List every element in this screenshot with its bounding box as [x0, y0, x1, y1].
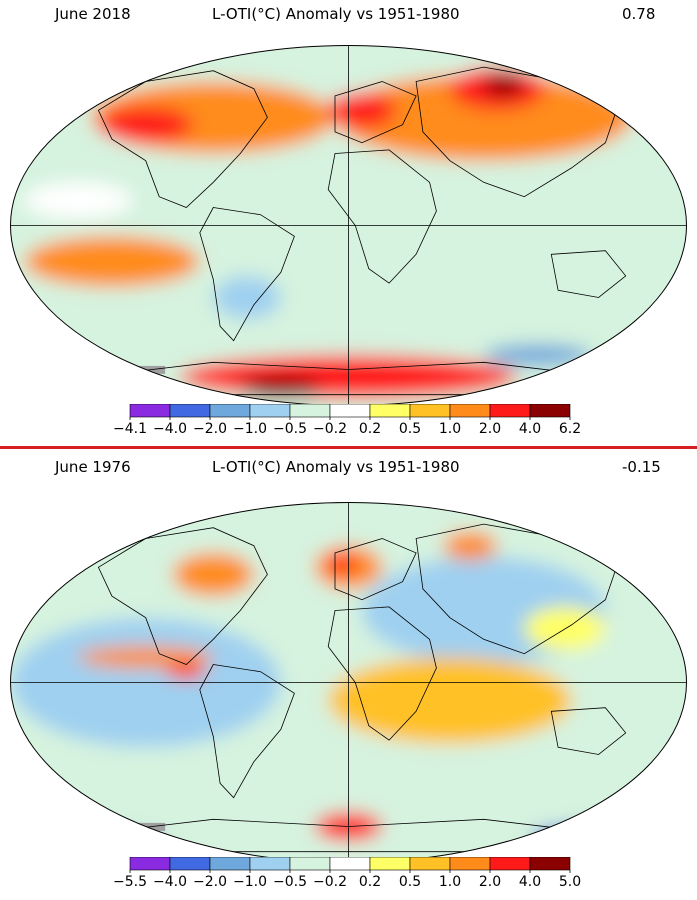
anomaly-region — [213, 275, 281, 320]
colorbar-swatch — [529, 857, 571, 871]
panel-date: June 2018 — [55, 5, 131, 23]
colorbar-tick-label: 4.0 — [519, 421, 541, 437]
colorbar-tick-label: −0.2 — [313, 874, 347, 890]
missing-data-region — [105, 822, 166, 831]
colorbar-tick-label: 6.2 — [559, 421, 581, 437]
colorbar-tick-label: 2.0 — [479, 421, 501, 437]
global-mean-anomaly: 0.78 — [622, 5, 656, 23]
colorbar-swatch — [169, 857, 211, 871]
anomaly-region — [443, 531, 498, 561]
colorbar-swatch — [209, 404, 251, 418]
colorbar-tick-label: −4.0 — [153, 874, 187, 890]
colorbar-swatch — [169, 404, 211, 418]
colorbar-tick-label: −1.0 — [233, 874, 267, 890]
missing-data-region — [105, 365, 166, 374]
coastline-africa — [327, 149, 437, 284]
panel-title: L-OTI(°C) Anomaly vs 1951-1980 — [212, 458, 460, 476]
anomaly-region — [240, 376, 322, 399]
anomaly-region — [334, 74, 633, 161]
colorbar-swatch — [289, 404, 331, 418]
map-panel-june-2018: June 2018 L-OTI(°C) Anomaly vs 1951-1980… — [0, 0, 697, 446]
colorbar-swatch — [249, 857, 291, 871]
anomaly-region — [172, 552, 254, 597]
colorbar-tick-label: −1.0 — [233, 421, 267, 437]
colorbar-tick-label: −0.5 — [273, 421, 307, 437]
anomaly-region — [24, 182, 133, 219]
anomaly-region — [165, 664, 207, 679]
coastline-europe — [334, 81, 417, 144]
colorbar-tick-label: 2.0 — [479, 874, 501, 890]
colorbar-swatch — [489, 857, 531, 871]
colorbar: −4.1 −4.0 −2.0 −1.0 −0.5 −0.2 0.2 0.5 1.0 2.0 4.0 6… — [113, 404, 581, 437]
colorbar-tick-label: −2.0 — [193, 421, 227, 437]
global-mean-anomaly: -0.15 — [622, 458, 661, 476]
anomaly-region — [57, 833, 166, 856]
colorbar: −5.5 −4.0 −2.0 −1.0 −0.5 −0.2 0.2 0.5 1.0 2.0 4.0 5… — [113, 857, 581, 890]
map-panel-june-1976: June 1976 L-OTI(°C) Anomaly vs 1951-1980… — [0, 449, 697, 900]
colorbar-swatch — [129, 404, 171, 418]
anomaly-region — [483, 74, 525, 96]
colorbar-tick-label: 1.0 — [439, 421, 461, 437]
coastline-north-america — [97, 527, 268, 665]
colorbar-tick-label: −4.0 — [153, 421, 187, 437]
anomaly-region — [328, 552, 356, 575]
anomaly-region — [78, 646, 214, 669]
panel-divider — [0, 446, 697, 449]
colorbar-tick-label: 1.0 — [439, 874, 461, 890]
coastline-australia — [550, 707, 627, 755]
panel-date: June 1976 — [55, 458, 131, 476]
coastline-africa — [327, 606, 437, 741]
colorbar-tick-label: 0.5 — [399, 421, 421, 437]
colorbar-tick-label: 5.0 — [559, 874, 581, 890]
anomaly-region — [483, 344, 592, 366]
colorbar-tick-label: 0.2 — [359, 421, 381, 437]
colorbar-swatch — [369, 404, 411, 418]
colorbar-swatch — [449, 857, 491, 871]
anomaly-region — [328, 657, 572, 744]
anomaly-region — [328, 92, 396, 129]
colorbar-swatch — [369, 857, 411, 871]
colorbar-swatch — [409, 404, 451, 418]
colorbar-tick-label: −5.5 — [113, 874, 147, 890]
colorbar-swatch — [449, 404, 491, 418]
anomaly-region — [524, 606, 606, 651]
colorbar-swatch — [489, 404, 531, 418]
coastline-australia — [550, 250, 627, 298]
anomaly-region — [98, 106, 194, 143]
colorbar-swatch — [329, 404, 371, 418]
colorbar-swatch — [249, 404, 291, 418]
anomaly-map — [10, 502, 687, 863]
colorbar-swatch — [129, 857, 171, 871]
panel-title: L-OTI(°C) Anomaly vs 1951-1980 — [212, 5, 460, 23]
colorbar-swatch — [329, 857, 371, 871]
coastline-europe — [334, 538, 417, 601]
colorbar-tick-label: 0.2 — [359, 874, 381, 890]
colorbar-tick-label: −4.1 — [113, 421, 147, 437]
colorbar-swatch — [409, 857, 451, 871]
colorbar-swatch — [529, 404, 571, 418]
colorbar-tick-label: 0.5 — [399, 874, 421, 890]
colorbar-tick-label: −0.2 — [313, 421, 347, 437]
colorbar-swatch — [209, 857, 251, 871]
colorbar-tick-label: 4.0 — [519, 874, 541, 890]
anomaly-map — [10, 45, 687, 406]
anomaly-region — [24, 236, 200, 287]
colorbar-tick-label: −0.5 — [273, 874, 307, 890]
coastline-north-america — [97, 70, 268, 208]
colorbar-swatch — [289, 857, 331, 871]
anomaly-region — [531, 826, 640, 849]
colorbar-tick-label: −2.0 — [193, 874, 227, 890]
